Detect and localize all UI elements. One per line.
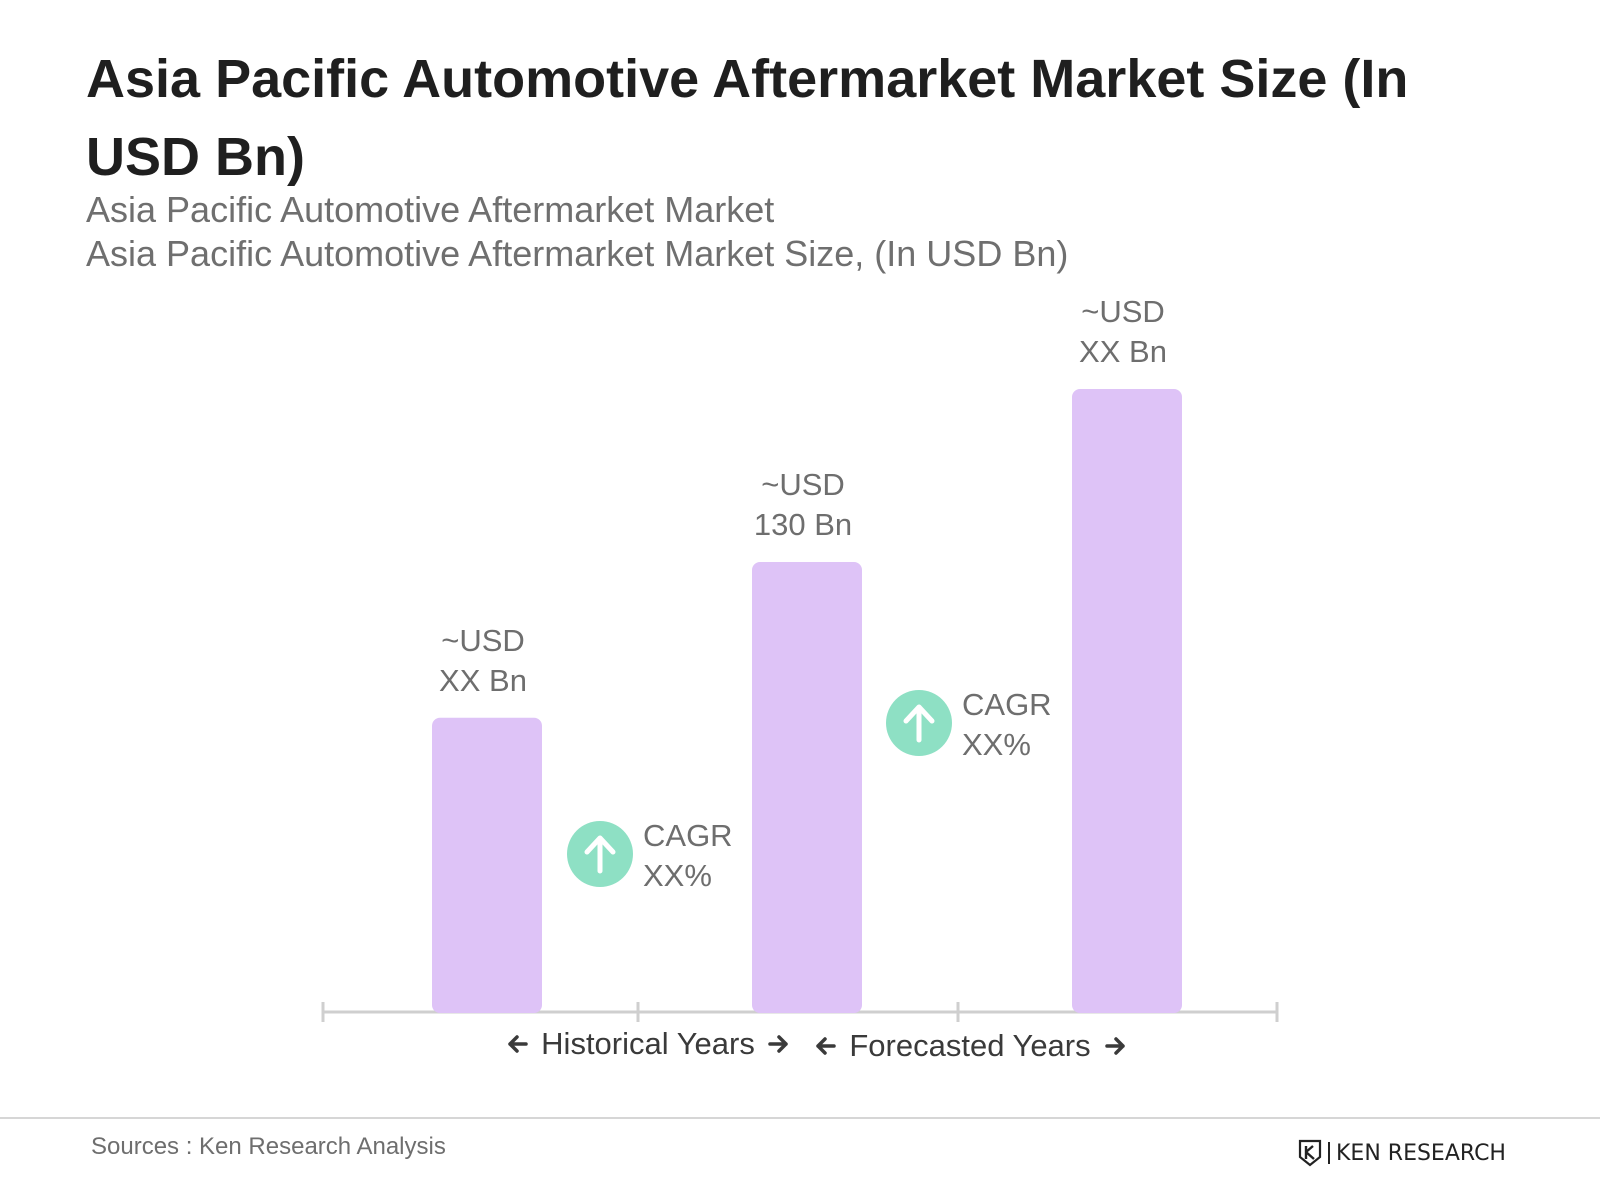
period-2-left-arrow-icon <box>816 1037 836 1055</box>
page-title: Asia Pacific Automotive Aftermarket Mark… <box>86 49 1409 187</box>
cagr-1-arrow-glyph <box>584 835 616 874</box>
bar-1-label-line-1: ~USD <box>441 623 525 658</box>
bar-1 <box>432 717 542 1013</box>
subtitle-line-2: Asia Pacific Automotive Aftermarket Mark… <box>86 233 1069 274</box>
bar-1-label-line-2: XX Bn <box>439 663 527 698</box>
bar-3-label-line-2: XX Bn <box>1079 334 1167 369</box>
period-1-right-arrow-icon <box>768 1035 788 1053</box>
ken-research-logo-icon <box>1298 1139 1322 1167</box>
bar-3 <box>1072 389 1182 1013</box>
brand-logo: KEN RESEARCH <box>1298 1136 1506 1170</box>
period-2-right-arrow-icon <box>1105 1037 1125 1055</box>
cagr-2-label: CAGR <box>962 687 1052 722</box>
bar-2-label-line-2: 130 Bn <box>754 507 852 542</box>
subtitle-line-1: Asia Pacific Automotive Aftermarket Mark… <box>86 189 775 230</box>
bar-2-label-line-1: ~USD <box>761 467 845 502</box>
cagr-2-arrow-glyph <box>903 704 935 743</box>
market-size-chart: ~USD XX Bn ~USD 130 Bn ~USD XX Bn CAGR XX% CAGR X… <box>321 294 1279 1063</box>
bar-3-label-line-1: ~USD <box>1081 294 1165 329</box>
cagr-2-value: XX% <box>962 727 1031 762</box>
cagr-1-value: XX% <box>643 858 712 893</box>
subtitle: Asia Pacific Automotive Aftermarket Mark… <box>86 188 1068 276</box>
period-2-label: Forecasted Years <box>849 1028 1090 1063</box>
source-note: Sources : Ken Research Analysis <box>91 1133 446 1160</box>
bar-2 <box>752 562 862 1013</box>
period-1-left-arrow-icon <box>508 1035 528 1053</box>
brand-separator <box>1328 1142 1330 1164</box>
footer-divider <box>0 1117 1600 1119</box>
period-1-label: Historical Years <box>541 1026 755 1061</box>
brand-name: KEN RESEARCH <box>1336 1140 1506 1166</box>
cagr-1-label: CAGR <box>643 818 733 853</box>
